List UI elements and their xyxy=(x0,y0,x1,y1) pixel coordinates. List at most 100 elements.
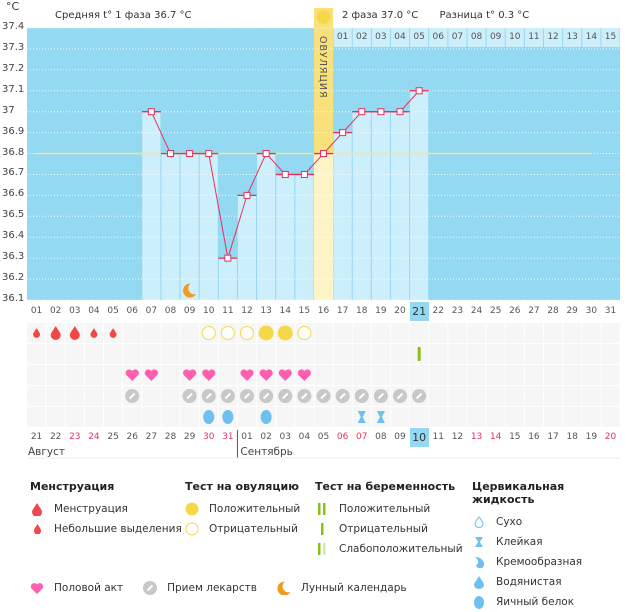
cycle-day-label[interactable]: 13 xyxy=(260,306,272,316)
date-label[interactable]: 10 xyxy=(409,428,429,447)
pill-line xyxy=(396,392,404,400)
cycle-day-label[interactable]: 11 xyxy=(222,306,234,316)
date-label[interactable]: 14 xyxy=(489,432,502,442)
positive-circle-icon xyxy=(185,502,199,516)
cycle-day-label[interactable]: 16 xyxy=(317,306,330,316)
date-label[interactable]: 31 xyxy=(222,432,234,442)
cycle-day-label[interactable]: 22 xyxy=(432,306,444,316)
date-label[interactable]: 12 xyxy=(451,432,464,442)
date-label[interactable]: 07 xyxy=(356,432,368,442)
temperature-bar xyxy=(352,111,371,300)
sticky-shape xyxy=(357,411,366,423)
temperature-point xyxy=(415,87,423,95)
y-tick-label: 36.8 xyxy=(2,146,25,158)
pill-line xyxy=(224,392,232,400)
egg-white-shape xyxy=(222,410,234,424)
date-label[interactable]: 19 xyxy=(585,432,598,442)
negative-circle-icon xyxy=(185,522,199,536)
cycle-day-label[interactable]: 06 xyxy=(126,306,138,316)
luteal-day-label: 03 xyxy=(375,32,387,42)
date-label[interactable]: 24 xyxy=(88,432,100,442)
date-label[interactable]: 09 xyxy=(394,432,406,442)
cycle-day-label[interactable]: 02 xyxy=(49,306,62,316)
date-label[interactable]: 03 xyxy=(279,432,291,442)
heart-shape xyxy=(259,369,273,381)
temperature-point xyxy=(186,150,194,158)
date-label[interactable]: 22 xyxy=(49,432,62,442)
date-label[interactable]: 26 xyxy=(126,432,138,442)
date-label[interactable]: 29 xyxy=(183,432,196,442)
date-label[interactable]: 02 xyxy=(260,432,272,442)
date-label[interactable]: 28 xyxy=(164,432,177,442)
date-label[interactable]: 16 xyxy=(528,432,540,442)
date-label[interactable]: 25 xyxy=(107,432,119,442)
month-label: Август xyxy=(28,446,65,458)
cycle-day-label[interactable]: 18 xyxy=(356,306,368,316)
date-label[interactable]: 30 xyxy=(202,432,215,442)
cycle-day-label[interactable]: 17 xyxy=(336,306,349,316)
cycle-day-label[interactable]: 28 xyxy=(547,306,559,316)
date-label[interactable]: 15 xyxy=(509,432,521,442)
cycle-day-label[interactable]: 21 xyxy=(409,302,429,321)
pill-line xyxy=(415,392,423,400)
luteal-day-label: 06 xyxy=(432,32,444,42)
y-tick-label: 37 xyxy=(2,104,15,116)
y-tick-label: 36.1 xyxy=(2,293,25,304)
sticky-icon xyxy=(376,411,385,423)
egg-white-shape xyxy=(203,410,215,424)
faint-line-icon xyxy=(315,542,329,556)
luteal-day-label: 02 xyxy=(356,32,368,42)
date-label[interactable]: 17 xyxy=(547,432,559,442)
heart-shape xyxy=(297,369,311,381)
heart-shape xyxy=(125,369,139,381)
date-label[interactable]: 08 xyxy=(375,432,387,442)
cycle-day-label[interactable]: 07 xyxy=(145,306,158,316)
temperature-bar xyxy=(410,90,429,301)
date-label[interactable]: 23 xyxy=(69,432,81,442)
date-label[interactable]: 06 xyxy=(336,432,349,442)
date-label[interactable]: 11 xyxy=(432,432,444,442)
sticky-icon xyxy=(472,535,486,549)
cycle-day-label[interactable]: 04 xyxy=(88,306,100,316)
cycle-day-label[interactable]: 10 xyxy=(202,306,215,316)
cycle-day-label[interactable]: 27 xyxy=(528,306,540,316)
y-tick-label: 36.4 xyxy=(2,230,25,242)
pill-line xyxy=(186,392,193,400)
date-label[interactable]: 21 xyxy=(30,432,43,442)
cycle-day-label[interactable]: 24 xyxy=(470,306,483,316)
date-label[interactable]: 20 xyxy=(604,432,617,442)
temperature-point xyxy=(358,108,366,116)
pill-line xyxy=(262,392,270,400)
bbt-chart: °C 37.4 37.3 37.2 37.1 37 36.9 36.8 36.7 36.6 36.… xyxy=(2,0,621,459)
y-tick-label: 36.9 xyxy=(2,125,25,137)
pill-icon xyxy=(354,389,369,403)
date-label[interactable]: 04 xyxy=(298,432,311,442)
heart-icon xyxy=(144,369,158,381)
cycle-day-label[interactable]: 05 xyxy=(107,306,119,316)
cycle-day-label[interactable]: 29 xyxy=(566,306,578,316)
cycle-day-label[interactable]: 30 xyxy=(585,306,598,316)
cycle-day-label[interactable]: 14 xyxy=(279,306,291,316)
cycle-day-label[interactable]: 23 xyxy=(451,306,464,316)
luteal-day-cell xyxy=(467,28,486,47)
cycle-day-label[interactable]: 08 xyxy=(164,306,177,316)
legend-cervical-fluid: Цервикальная жидкость Сухо Клейкая Кремо… xyxy=(472,480,626,612)
cycle-day-label[interactable]: 12 xyxy=(241,306,253,316)
temperature-point xyxy=(243,191,251,199)
temperature-point xyxy=(339,129,347,137)
cycle-day-label[interactable]: 19 xyxy=(375,306,387,316)
cycle-day-label[interactable]: 26 xyxy=(509,306,521,316)
cycle-day-label[interactable]: 01 xyxy=(30,306,43,316)
date-label[interactable]: 18 xyxy=(566,432,578,442)
cycle-day-label[interactable]: 20 xyxy=(394,306,406,316)
cycle-day-label[interactable]: 03 xyxy=(69,306,81,316)
cycle-day-label[interactable]: 25 xyxy=(489,306,502,316)
date-label[interactable]: 27 xyxy=(145,432,158,442)
date-label[interactable]: 13 xyxy=(470,432,483,442)
date-label[interactable]: 05 xyxy=(317,432,330,442)
y-tick-label: 37.3 xyxy=(2,41,25,53)
date-label[interactable]: 01 xyxy=(241,432,253,442)
cycle-day-label[interactable]: 09 xyxy=(183,306,196,316)
cycle-day-label[interactable]: 15 xyxy=(298,306,311,316)
cycle-day-label[interactable]: 31 xyxy=(604,306,617,316)
